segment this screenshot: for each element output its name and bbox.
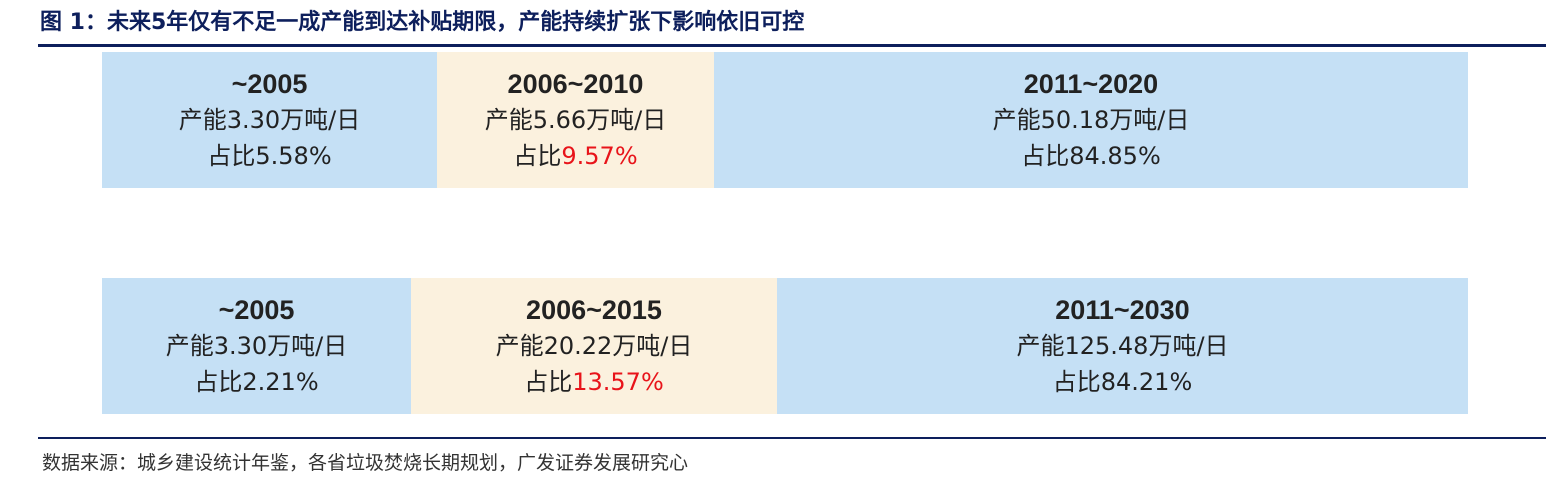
share-label: 占比 <box>1021 142 1070 170</box>
period-label: 2011~2030 <box>1055 295 1190 325</box>
share-label: 占比 <box>513 142 562 170</box>
share-line: 占比9.57% <box>513 138 637 174</box>
share-line: 占比84.85% <box>1021 138 1161 174</box>
capacity-label: 产能3.30万吨/日 <box>165 332 348 360</box>
share-value: 84.85% <box>1069 142 1161 170</box>
share-value-highlight: 13.57% <box>572 368 664 396</box>
capacity-label: 产能125.48万吨/日 <box>1016 332 1229 360</box>
share-line: 占比84.21% <box>1053 364 1193 400</box>
share-value-highlight: 9.57% <box>561 142 638 170</box>
timeline-row-1: ~2005 产能3.30万吨/日 占比5.58% 2006~2010 产能5.6… <box>102 52 1468 188</box>
segment-2-2: 2006~2015 产能20.22万吨/日 占比13.57% <box>411 278 777 414</box>
period-label: 2006~2010 <box>507 69 644 99</box>
segment-2-3: 2011~2030 产能125.48万吨/日 占比84.21% <box>777 278 1468 414</box>
share-label: 占比 <box>1052 368 1101 396</box>
bottom-divider <box>38 437 1546 439</box>
timeline-row-2: ~2005 产能3.30万吨/日 占比2.21% 2006~2015 产能20.… <box>102 278 1468 414</box>
share-line: 占比13.57% <box>524 364 664 400</box>
segment-1-1: ~2005 产能3.30万吨/日 占比5.58% <box>102 52 437 188</box>
capacity-label: 产能20.22万吨/日 <box>495 332 693 360</box>
segment-2-1: ~2005 产能3.30万吨/日 占比2.21% <box>102 278 411 414</box>
segment-1-2: 2006~2010 产能5.66万吨/日 占比9.57% <box>437 52 714 188</box>
period-label: ~2005 <box>231 69 308 99</box>
share-label: 占比 <box>207 142 256 170</box>
segment-1-3: 2011~2020 产能50.18万吨/日 占比84.85% <box>714 52 1468 188</box>
share-label: 占比 <box>194 368 243 396</box>
share-value: 5.58% <box>255 142 332 170</box>
share-value: 2.21% <box>242 368 319 396</box>
share-line: 占比5.58% <box>207 138 331 174</box>
share-label: 占比 <box>524 368 573 396</box>
top-divider <box>38 44 1546 47</box>
share-value: 84.21% <box>1100 368 1193 396</box>
capacity-label: 产能50.18万吨/日 <box>992 106 1190 134</box>
period-label: 2011~2020 <box>1023 69 1159 99</box>
source-note: 数据来源：城乡建设统计年鉴，各省垃圾焚烧长期规划，广发证券发展研究心 <box>42 452 689 474</box>
period-label: 2006~2015 <box>526 295 662 325</box>
figure-title: 图 1：未来5年仅有不足一成产能到达补贴期限，产能持续扩张下影响依旧可控 <box>40 10 805 35</box>
capacity-label: 产能3.30万吨/日 <box>178 106 361 134</box>
share-line: 占比2.21% <box>194 364 318 400</box>
period-label: ~2005 <box>218 295 295 325</box>
capacity-label: 产能5.66万吨/日 <box>484 106 667 134</box>
